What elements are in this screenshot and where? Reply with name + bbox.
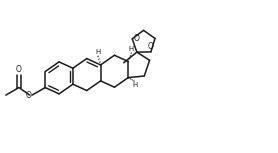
Text: H: H: [128, 46, 134, 52]
Text: H: H: [95, 49, 100, 55]
Text: O: O: [25, 91, 31, 100]
Text: O: O: [148, 42, 154, 51]
Text: O: O: [16, 65, 22, 74]
Text: H: H: [133, 82, 138, 88]
Text: O: O: [134, 34, 140, 43]
